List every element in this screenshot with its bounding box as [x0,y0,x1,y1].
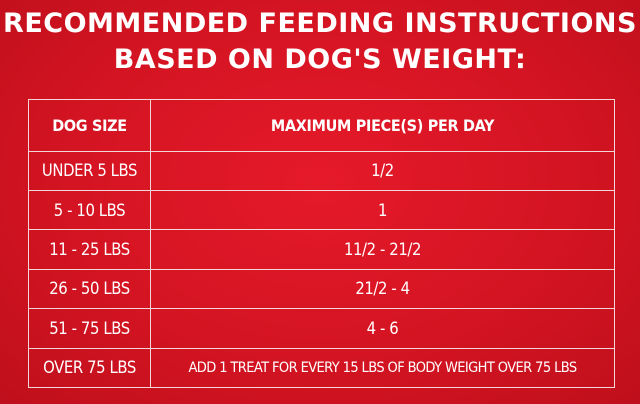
max-pieces-cell: 11/2 - 21/2 [150,229,615,270]
table-row: 5 - 10 LBS 1 [28,189,615,231]
title-line-2: BASED ON DOG'S WEIGHT: [113,44,527,75]
max-pieces-cell: 4 - 6 [150,308,615,349]
feeding-table: DOG SIZE MAXIMUM PIECE(S) PER DAY UNDER … [28,99,615,389]
dog-size-cell: UNDER 5 LBS [28,150,151,191]
max-pieces-cell: 1/2 [150,150,615,191]
column-header-dog-size: DOG SIZE [28,99,151,152]
table-row: 51 - 75 LBS 4 - 6 [28,308,615,349]
dog-size-cell: OVER 75 LBS [28,347,151,389]
table-header-row: DOG SIZE MAXIMUM PIECE(S) PER DAY [28,99,615,152]
table-row: 11 - 25 LBS 11/2 - 21/2 [28,229,615,270]
table-row: OVER 75 LBS ADD 1 TREAT FOR EVERY 15 LBS… [28,347,615,389]
max-pieces-cell: 1 [150,189,615,231]
dog-size-cell: 51 - 75 LBS [28,308,151,349]
table-row: 26 - 50 LBS 21/2 - 4 [28,268,615,310]
dog-size-cell: 26 - 50 LBS [28,268,151,310]
column-header-max-pieces: MAXIMUM PIECE(S) PER DAY [150,99,615,152]
page-title: RECOMMENDED FEEDING INSTRUCTIONS BASED O… [0,6,640,78]
max-pieces-cell: ADD 1 TREAT FOR EVERY 15 LBS OF BODY WEI… [150,347,615,389]
title-line-1: RECOMMENDED FEEDING INSTRUCTIONS [3,8,637,39]
table-row: UNDER 5 LBS 1/2 [28,150,615,191]
max-pieces-cell: 21/2 - 4 [150,268,615,310]
dog-size-cell: 5 - 10 LBS [28,189,151,231]
dog-size-cell: 11 - 25 LBS [28,229,151,270]
